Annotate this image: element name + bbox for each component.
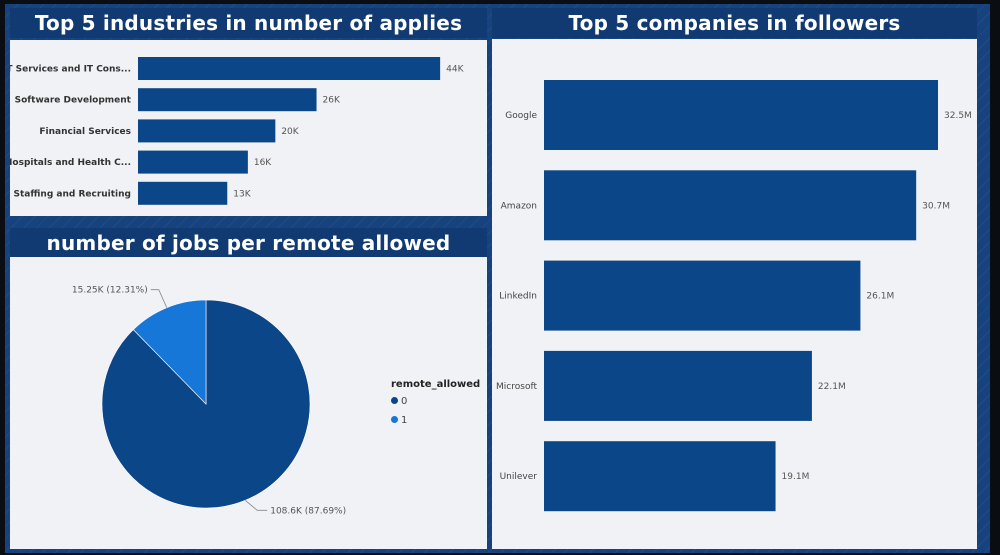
remote-legend-label-1[interactable]: 1 — [401, 415, 407, 426]
companies-title: Top 5 companies in followers — [492, 8, 977, 38]
companies-category-label-1: Amazon — [501, 201, 537, 211]
remote-chart-area: 108.6K (87.69%) 15.25K (12.31%) remote_all… — [10, 257, 487, 549]
remote-pie-slice-1[interactable] — [132, 299, 207, 405]
remote-legend-marker-1[interactable] — [391, 416, 398, 423]
industries-category-label-2: Financial Services — [39, 127, 131, 137]
remote-legend-marker-0[interactable] — [391, 397, 398, 404]
industries-bar-0[interactable] — [138, 57, 441, 80]
industries-bar-3[interactable] — [138, 150, 248, 174]
remote-title: number of jobs per remote allowed — [10, 228, 487, 258]
companies-chart-area: Google 32.5M Amazon 30.7M LinkedIn 26.1M Micro… — [492, 39, 977, 549]
dashboard: Top 5 industries in number of applies IT… — [5, 4, 990, 553]
companies-category-label-4: Unilever — [500, 472, 538, 482]
companies-bar-4[interactable] — [544, 441, 776, 512]
industries-value-label-3: 16K — [254, 158, 272, 168]
companies-category-label-3: Microsoft — [496, 382, 537, 392]
industries-panel: Top 5 industries in number of applies IT… — [10, 8, 487, 216]
companies-category-label-2: LinkedIn — [499, 292, 537, 302]
industries-title: Top 5 industries in number of applies — [10, 8, 487, 38]
remote-panel: number of jobs per remote allowed 108.6K… — [10, 228, 487, 549]
remote-leader-line-1 — [150, 289, 168, 308]
industries-category-label-1: Software Development — [15, 96, 132, 106]
industries-value-label-1: 26K — [323, 96, 341, 106]
industries-value-label-2: 20K — [281, 127, 299, 137]
industries-category-label-3: Hospitals and Health C... — [10, 158, 131, 168]
industries-category-label-4: Staffing and Recruiting — [14, 189, 131, 199]
industries-bar-4[interactable] — [138, 181, 228, 205]
companies-bar-0[interactable] — [544, 80, 938, 150]
companies-value-label-4: 19.1M — [782, 472, 810, 482]
industries-bar-chart: IT Services and IT Cons... 44K Software De… — [10, 57, 465, 205]
companies-bar-1[interactable] — [544, 170, 917, 241]
industries-bar-1[interactable] — [138, 88, 317, 112]
remote-legend-label-0[interactable]: 0 — [401, 396, 407, 407]
remote-leader-line-0 — [244, 500, 268, 511]
companies-category-label-0: Google — [505, 111, 537, 121]
companies-value-label-0: 32.5M — [944, 111, 972, 121]
industries-chart-area: IT Services and IT Cons... 44K Software De… — [10, 40, 487, 216]
remote-slice-label-0: 108.6K (87.69%) — [270, 506, 346, 516]
industries-bar-2[interactable] — [138, 119, 276, 143]
industries-category-label-0: IT Services and IT Cons... — [10, 65, 131, 75]
remote-pie-chart: 108.6K (87.69%) 15.25K (12.31%) remote_all… — [72, 286, 480, 517]
companies-value-label-2: 26.1M — [866, 292, 894, 302]
companies-bar-3[interactable] — [544, 350, 812, 421]
companies-value-label-3: 22.1M — [818, 382, 846, 392]
companies-value-label-1: 30.7M — [922, 201, 950, 211]
industries-value-label-4: 13K — [233, 189, 251, 199]
industries-value-label-0: 44K — [446, 65, 464, 75]
companies-panel: Top 5 companies in followers Google 32.5M… — [492, 8, 977, 549]
companies-bar-chart: Google 32.5M Amazon 30.7M LinkedIn 26.1M Micro… — [496, 80, 972, 512]
remote-slice-label-1: 15.25K (12.31%) — [72, 286, 148, 296]
companies-bar-2[interactable] — [544, 260, 861, 331]
remote-legend-title: remote_allowed — [391, 379, 480, 390]
